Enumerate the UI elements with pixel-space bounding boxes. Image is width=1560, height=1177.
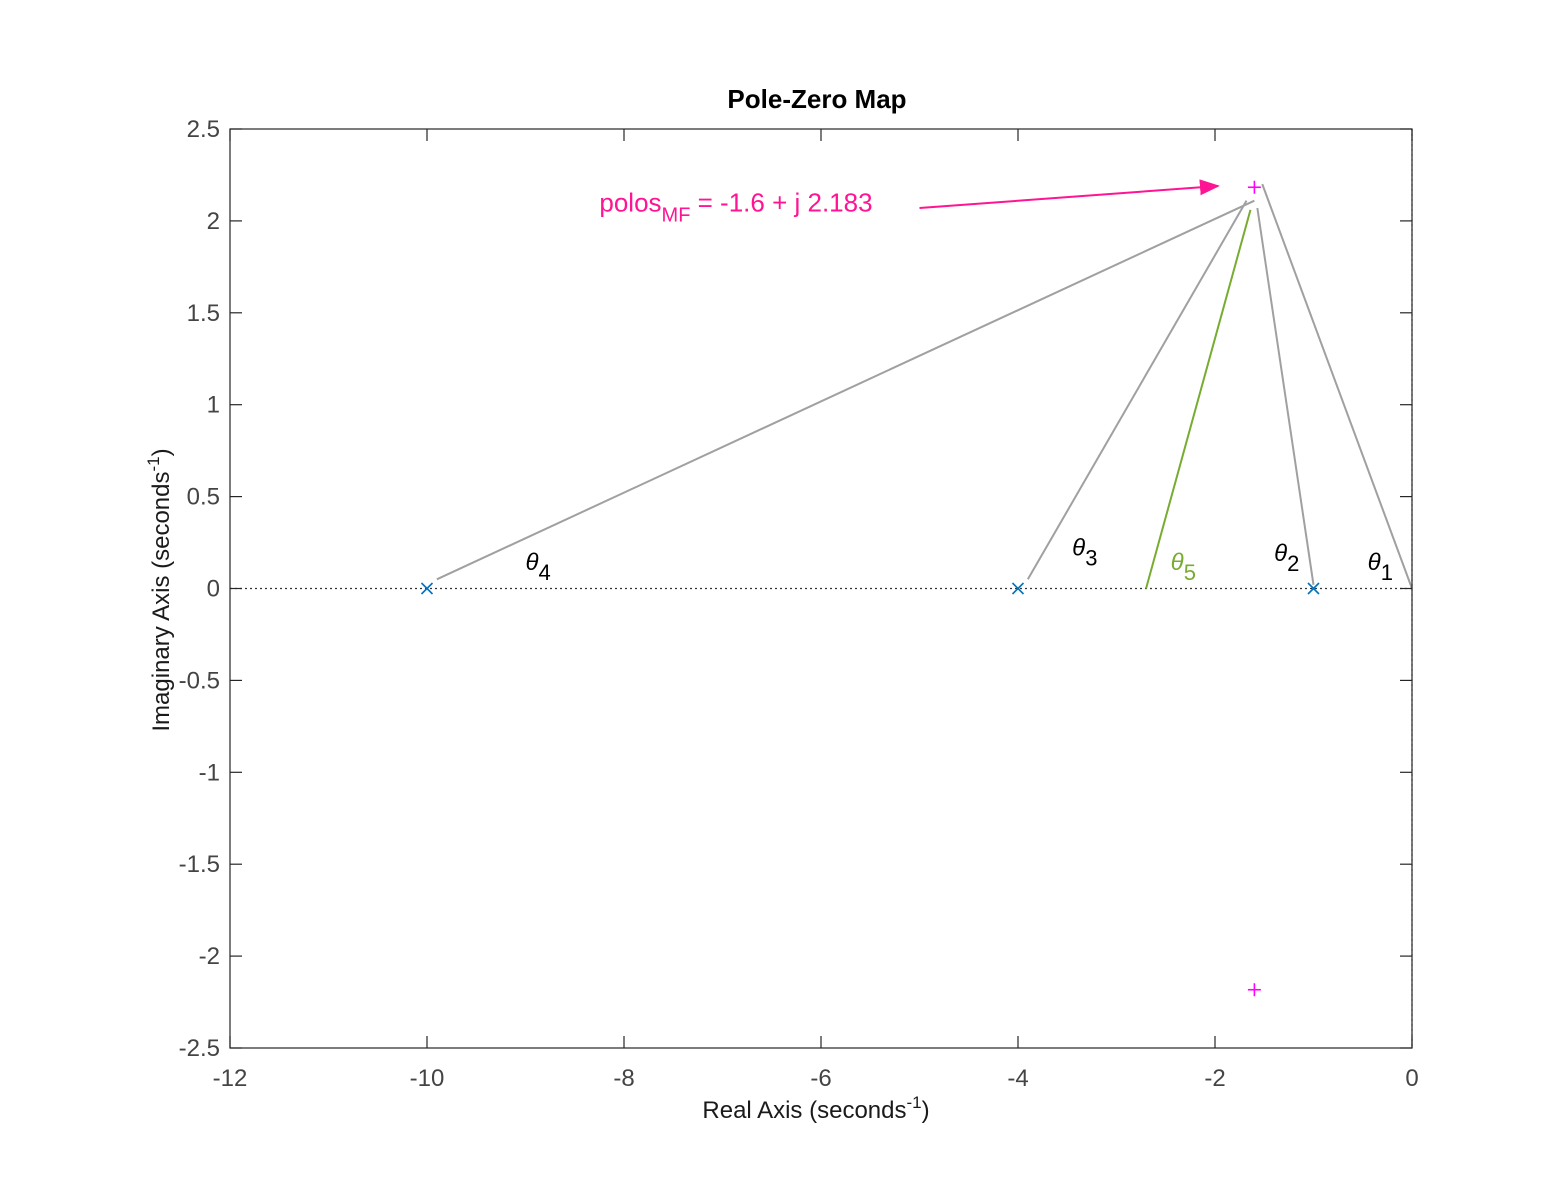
closed-loop-pole-marker bbox=[1247, 983, 1261, 997]
y-tick-label: -0.5 bbox=[179, 667, 220, 694]
closed-loop-pole-marker bbox=[1247, 180, 1261, 194]
angle-subscript: 1 bbox=[1381, 560, 1393, 585]
y-tick-label: 2 bbox=[207, 208, 220, 235]
x-axis-ticks: -12 -10 -8 -6 -4 -2 0 bbox=[213, 129, 1419, 1092]
angle-line bbox=[1261, 183, 1413, 589]
angle-subscript: 5 bbox=[1184, 560, 1196, 585]
pole-x-stroke bbox=[420, 582, 434, 595]
angle-line bbox=[1026, 200, 1248, 580]
y-tick-label: 1 bbox=[207, 392, 220, 419]
x-tick-label: -6 bbox=[810, 1065, 831, 1092]
angle-subscript: 2 bbox=[1287, 551, 1299, 576]
y-tick-label: 2.5 bbox=[187, 116, 220, 143]
y-tick-label: 1.5 bbox=[187, 300, 220, 327]
x-tick-label: -8 bbox=[613, 1065, 634, 1092]
y-axis-ticks: 2.5 2 1.5 1 0.5 0 -0.5 -1 -1.5 -2 -2.5 bbox=[179, 116, 1412, 1062]
y-axis-label: Imaginary Axis (seconds-1) bbox=[144, 448, 175, 731]
x-tick-label: -12 bbox=[213, 1065, 248, 1092]
chart-title: Pole-Zero Map bbox=[727, 84, 906, 114]
y-tick-label: -2.5 bbox=[179, 1035, 220, 1062]
pole-x-stroke bbox=[1011, 582, 1025, 595]
annotation-main: polos bbox=[599, 188, 661, 218]
y-tick-label: 0.5 bbox=[187, 484, 220, 511]
closed-loop-pole-annotation: polosMF = -1.6 + j 2.183 bbox=[599, 179, 1220, 227]
y-tick-label: -1.5 bbox=[179, 851, 220, 878]
annotation-subscript: MF bbox=[662, 205, 691, 227]
angle-label-theta2: θ2 bbox=[1274, 540, 1299, 576]
angle-line bbox=[1256, 207, 1315, 585]
angle-line bbox=[1145, 209, 1252, 589]
angle-label-theta1: θ1 bbox=[1368, 549, 1393, 585]
angle-symbol: θ bbox=[1368, 549, 1381, 576]
pole-x-stroke bbox=[1307, 582, 1320, 595]
x-tick-label: 0 bbox=[1405, 1065, 1418, 1092]
annotation-text: polosMF = -1.6 + j 2.183 bbox=[599, 188, 872, 227]
angle-symbol: θ bbox=[1072, 534, 1085, 561]
angle-symbol: θ bbox=[526, 549, 539, 576]
x-tick-label: -2 bbox=[1204, 1065, 1225, 1092]
open-loop-pole-marker bbox=[1011, 582, 1025, 595]
x-tick-label: -10 bbox=[410, 1065, 445, 1092]
angle-symbol: θ bbox=[1274, 540, 1287, 567]
annotation-arrow bbox=[919, 179, 1220, 210]
x-tick-label: -4 bbox=[1007, 1065, 1028, 1092]
angle-subscript: 4 bbox=[539, 560, 551, 585]
x-axis-label: Real Axis (seconds-1) bbox=[702, 1093, 929, 1124]
angle-symbol: θ bbox=[1171, 549, 1184, 576]
y-tick-label: -2 bbox=[199, 943, 220, 970]
y-tick-label: -1 bbox=[199, 759, 220, 786]
angle-label-theta3: θ3 bbox=[1072, 534, 1097, 570]
angle-label-theta4: θ4 bbox=[526, 549, 551, 585]
open-loop-pole-marker bbox=[420, 582, 434, 595]
angle-label-theta5: θ5 bbox=[1171, 549, 1196, 585]
angle-line bbox=[436, 199, 1255, 581]
annotation-rest: = -1.6 + j 2.183 bbox=[690, 188, 872, 218]
y-tick-label: 0 bbox=[207, 576, 220, 603]
angle-subscript: 3 bbox=[1085, 545, 1097, 570]
open-loop-pole-marker bbox=[1307, 582, 1320, 595]
